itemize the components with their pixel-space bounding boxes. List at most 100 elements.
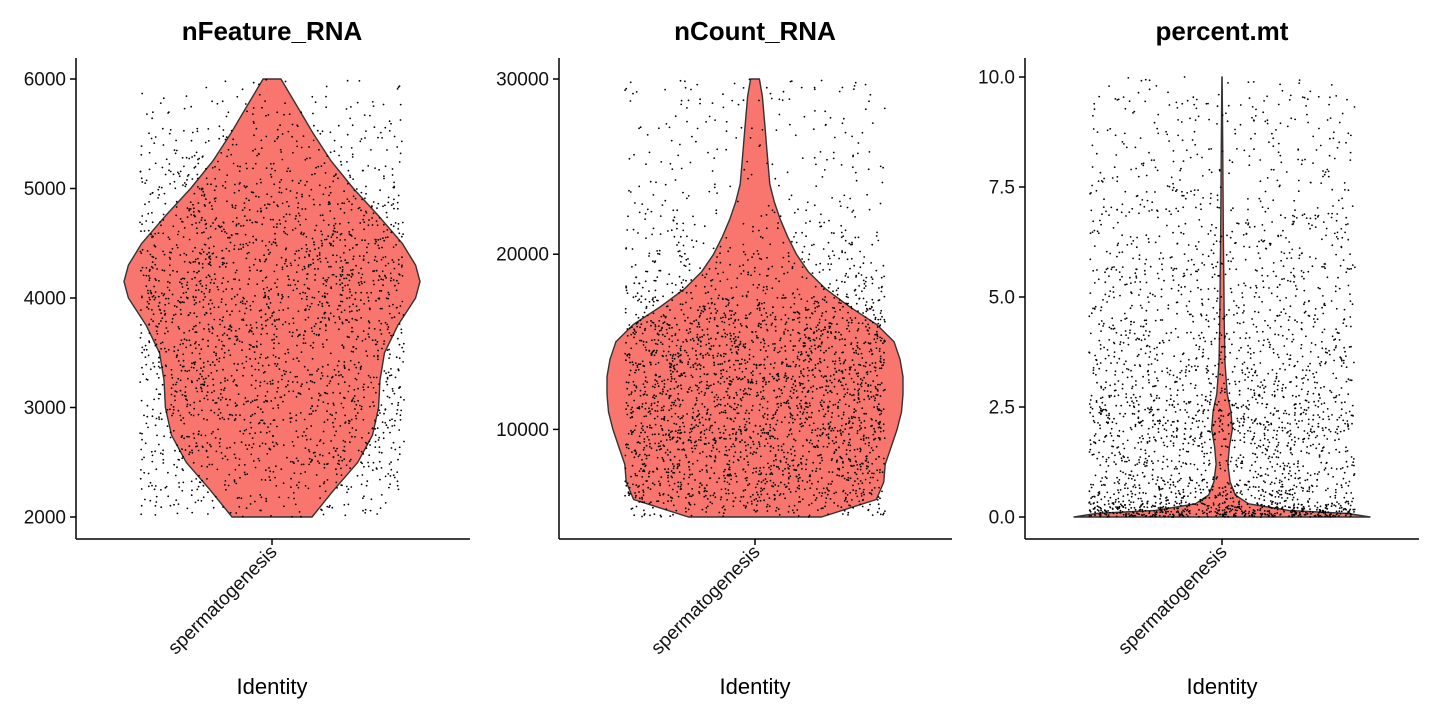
data-point [366, 442, 368, 445]
data-point [699, 267, 701, 269]
data-point [780, 346, 783, 349]
data-point [183, 260, 186, 263]
data-point [801, 468, 803, 470]
data-point [739, 388, 742, 391]
data-point [701, 416, 704, 419]
data-point [653, 417, 656, 420]
data-point [677, 241, 680, 244]
data-point [269, 173, 272, 176]
data-point [870, 350, 873, 352]
data-point [852, 507, 855, 509]
data-point [657, 433, 660, 435]
data-point [172, 225, 175, 228]
data-point [264, 100, 266, 102]
data-point [396, 207, 399, 210]
data-point [830, 232, 833, 234]
data-point [212, 245, 215, 248]
data-point [200, 434, 203, 437]
data-point [670, 380, 672, 383]
data-point [313, 381, 316, 384]
data-point [201, 216, 203, 219]
data-point [264, 276, 267, 279]
data-point [785, 358, 787, 361]
data-point [236, 384, 238, 387]
data-point [863, 376, 865, 379]
data-point [255, 326, 258, 329]
data-point [740, 399, 743, 402]
data-point [707, 291, 710, 294]
data-point [645, 270, 647, 273]
data-point [820, 342, 823, 345]
data-point [187, 271, 189, 274]
data-point [645, 163, 647, 166]
data-point [721, 375, 724, 378]
data-point [875, 458, 877, 460]
data-point [158, 351, 161, 353]
data-point [165, 485, 168, 488]
data-point [788, 421, 790, 424]
data-point [288, 390, 290, 393]
data-point [715, 261, 718, 264]
data-point [174, 449, 176, 452]
data-point [332, 230, 335, 232]
data-point [658, 269, 661, 272]
data-point [164, 202, 167, 205]
data-point [808, 369, 810, 372]
data-point [758, 322, 760, 325]
data-point [363, 228, 365, 231]
data-point [705, 343, 708, 346]
data-point [669, 353, 672, 356]
data-point [298, 334, 300, 336]
data-point [800, 457, 802, 460]
data-point [302, 342, 305, 344]
data-point [740, 324, 743, 327]
data-point [791, 267, 794, 270]
data-point [337, 383, 340, 385]
data-point [849, 438, 852, 441]
data-point [625, 285, 627, 288]
data-point [738, 425, 741, 428]
data-point [205, 276, 208, 279]
data-point [638, 211, 641, 214]
data-point [770, 472, 773, 474]
data-point [826, 366, 829, 368]
data-point [246, 300, 248, 303]
data-point [287, 496, 290, 499]
data-point [821, 386, 824, 388]
data-point [799, 410, 802, 413]
data-point [315, 333, 318, 336]
data-point [874, 341, 877, 344]
data-point [391, 402, 393, 405]
data-point [398, 240, 401, 242]
data-point [846, 388, 849, 391]
data-point [350, 486, 353, 488]
data-point [376, 468, 378, 470]
data-point [198, 252, 201, 254]
data-point [769, 473, 772, 476]
data-point [287, 284, 290, 287]
data-point [316, 405, 319, 407]
data-point [355, 429, 357, 431]
data-point [850, 305, 853, 308]
data-point [351, 156, 354, 158]
data-point [390, 461, 392, 464]
data-point [396, 146, 399, 148]
data-point [631, 431, 633, 434]
data-point [265, 324, 267, 327]
data-point [393, 267, 396, 270]
data-point [363, 221, 366, 224]
data-point [660, 424, 662, 427]
data-point [387, 291, 390, 294]
data-point [828, 322, 831, 325]
data-point [158, 418, 161, 420]
data-point [734, 346, 737, 348]
data-point [810, 351, 813, 354]
data-point [763, 319, 766, 322]
data-point [329, 504, 331, 507]
data-point [202, 251, 205, 253]
data-point [717, 363, 720, 366]
data-point [257, 406, 259, 409]
data-point [625, 247, 628, 249]
data-point [792, 392, 795, 394]
data-point [802, 360, 805, 362]
